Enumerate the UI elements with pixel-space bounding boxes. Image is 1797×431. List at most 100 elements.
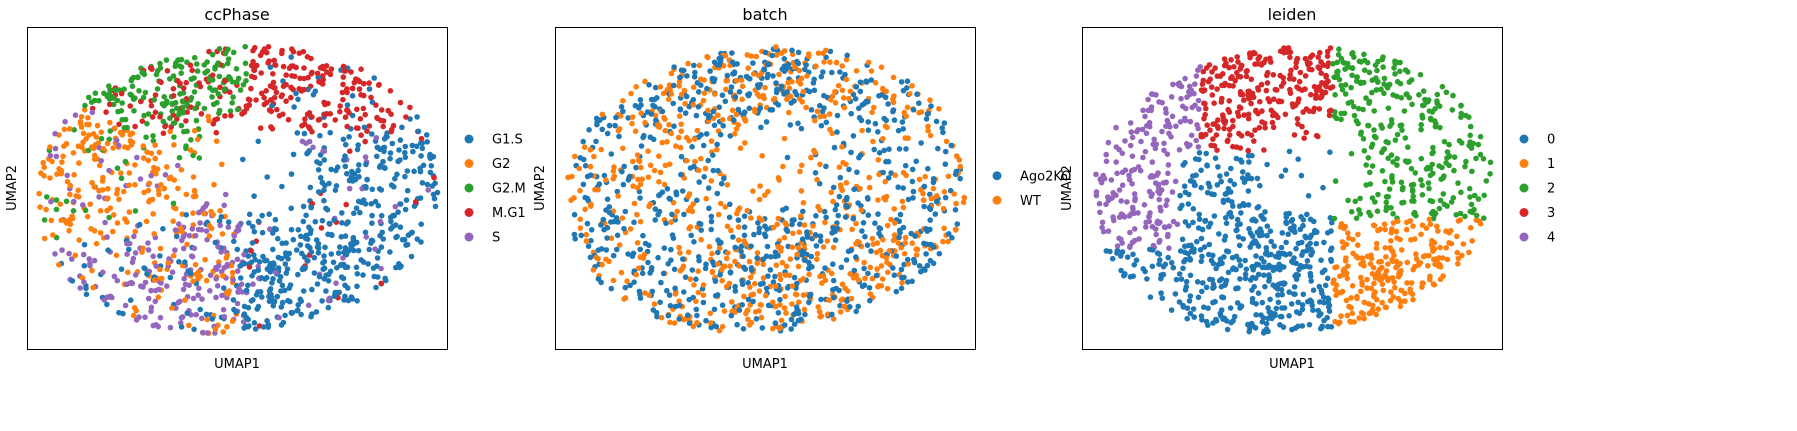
data-point bbox=[1383, 199, 1390, 206]
data-point bbox=[1262, 125, 1268, 131]
data-point bbox=[52, 145, 59, 152]
data-point bbox=[795, 263, 802, 270]
data-point bbox=[106, 83, 112, 89]
data-point bbox=[300, 48, 307, 55]
data-point bbox=[878, 64, 885, 70]
data-point bbox=[1383, 254, 1389, 260]
data-point bbox=[1353, 78, 1360, 84]
data-point bbox=[851, 267, 858, 274]
data-point bbox=[871, 104, 877, 111]
data-point bbox=[427, 155, 434, 162]
data-point bbox=[1467, 132, 1473, 139]
data-point bbox=[1316, 84, 1322, 90]
data-point bbox=[215, 262, 222, 269]
data-point bbox=[1235, 113, 1242, 119]
data-point bbox=[664, 139, 670, 145]
data-point bbox=[619, 168, 625, 175]
data-point bbox=[1119, 150, 1126, 157]
data-point bbox=[953, 200, 959, 207]
data-point bbox=[854, 169, 860, 175]
data-point bbox=[775, 215, 782, 222]
data-point bbox=[47, 175, 53, 181]
data-point bbox=[680, 316, 687, 323]
data-point bbox=[266, 107, 273, 113]
data-point bbox=[126, 209, 133, 215]
data-point bbox=[812, 117, 818, 124]
data-point bbox=[1437, 197, 1444, 204]
data-point bbox=[104, 301, 110, 308]
data-point bbox=[727, 89, 734, 95]
data-point bbox=[680, 263, 687, 270]
data-point bbox=[127, 131, 134, 138]
data-point bbox=[50, 232, 56, 238]
data-point bbox=[885, 269, 891, 276]
data-point bbox=[1200, 280, 1206, 286]
data-point bbox=[341, 297, 347, 303]
data-point bbox=[1280, 280, 1287, 286]
data-point bbox=[1419, 115, 1426, 121]
data-point bbox=[290, 49, 297, 55]
data-point bbox=[572, 153, 578, 160]
data-point bbox=[1206, 241, 1213, 248]
data-point bbox=[1480, 156, 1487, 162]
data-point bbox=[701, 90, 708, 96]
data-point bbox=[714, 146, 720, 153]
data-point bbox=[788, 316, 795, 323]
data-point bbox=[304, 236, 311, 242]
data-point bbox=[1108, 177, 1115, 183]
data-point bbox=[189, 253, 196, 260]
data-point bbox=[814, 108, 821, 115]
data-point bbox=[1209, 69, 1215, 75]
data-point bbox=[248, 259, 255, 266]
data-point bbox=[1405, 144, 1411, 150]
data-point bbox=[896, 234, 902, 241]
data-point bbox=[154, 86, 161, 92]
data-point bbox=[681, 211, 687, 218]
data-point bbox=[267, 291, 273, 298]
data-point bbox=[66, 227, 72, 234]
data-point bbox=[1368, 255, 1375, 262]
data-point bbox=[1335, 320, 1342, 327]
data-point bbox=[361, 80, 367, 87]
data-point bbox=[1466, 185, 1473, 192]
data-point bbox=[1363, 182, 1369, 188]
data-point bbox=[826, 111, 833, 117]
data-point bbox=[685, 193, 691, 200]
data-point bbox=[132, 228, 138, 235]
data-point bbox=[1194, 279, 1201, 285]
data-point bbox=[1375, 306, 1382, 312]
data-point bbox=[202, 70, 208, 76]
data-point bbox=[1119, 240, 1125, 246]
data-point bbox=[821, 59, 827, 65]
data-point bbox=[1299, 123, 1305, 130]
legend-marker bbox=[464, 134, 474, 144]
data-point bbox=[925, 123, 931, 130]
data-point bbox=[295, 96, 301, 103]
data-point bbox=[327, 129, 334, 136]
data-point bbox=[1264, 161, 1270, 168]
data-point bbox=[41, 217, 48, 223]
data-point bbox=[572, 236, 578, 242]
data-point bbox=[717, 131, 724, 138]
data-point bbox=[284, 266, 291, 272]
data-point bbox=[892, 172, 898, 178]
legend-marker bbox=[992, 195, 1002, 205]
data-point bbox=[1333, 292, 1339, 299]
data-point bbox=[283, 72, 290, 78]
data-point bbox=[390, 122, 397, 129]
data-point bbox=[1360, 259, 1366, 265]
data-point bbox=[647, 134, 654, 140]
data-point bbox=[695, 167, 702, 174]
data-point bbox=[1228, 165, 1234, 172]
data-point bbox=[350, 234, 357, 241]
data-point bbox=[1190, 206, 1197, 212]
data-point bbox=[1271, 243, 1277, 249]
data-point bbox=[773, 89, 780, 96]
data-point bbox=[670, 100, 676, 107]
data-point bbox=[814, 176, 820, 183]
data-point bbox=[1231, 64, 1237, 70]
data-point bbox=[116, 142, 122, 149]
data-point bbox=[890, 108, 896, 115]
data-point bbox=[209, 72, 216, 78]
